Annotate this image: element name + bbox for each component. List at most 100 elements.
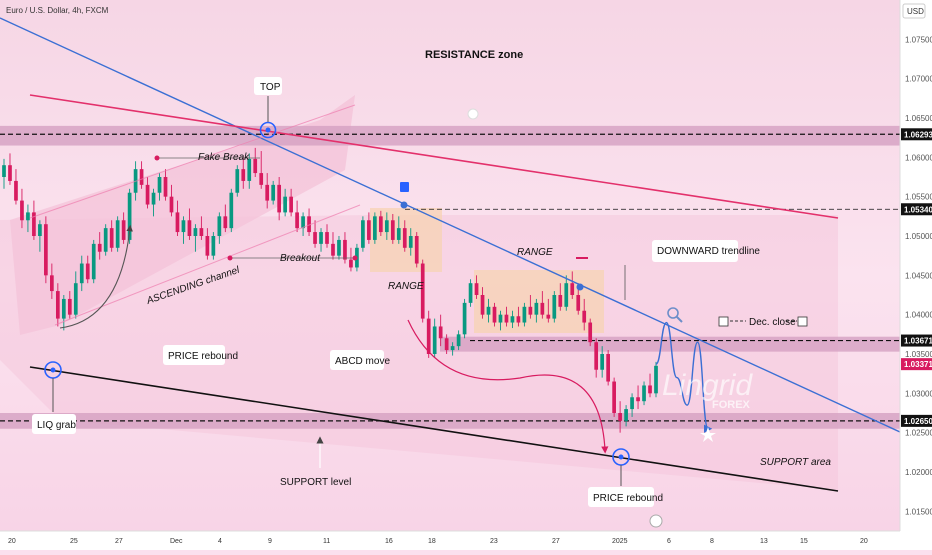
candle-body — [498, 314, 503, 323]
candle-body — [32, 212, 36, 236]
label-price-rebound-2-box — [588, 487, 654, 507]
candle-body — [373, 216, 377, 240]
price-axis[interactable]: 1.01500 1.02000 1.02500 1.03000 1.03500 1.040… — [905, 35, 932, 516]
x-tick-label: 8 — [710, 538, 714, 545]
candle-body — [648, 385, 652, 394]
breakout-dot-end — [352, 255, 358, 261]
candle-body — [253, 158, 258, 174]
currency-badge[interactable] — [902, 3, 926, 19]
label-downward-box — [652, 240, 738, 262]
candle-body — [145, 184, 150, 205]
candle-body — [20, 200, 24, 221]
candle-body — [109, 228, 114, 248]
candle-body — [402, 228, 407, 248]
candle-body — [331, 243, 335, 256]
abcd-curve-arrow — [407, 319, 609, 454]
candle-body — [277, 184, 282, 213]
y-tick-label: 1.07000 — [905, 75, 932, 84]
lightning-icon[interactable] — [649, 514, 663, 528]
candle-body — [8, 165, 12, 181]
candle-body — [157, 177, 162, 193]
x-tick-label: 4 — [218, 538, 222, 545]
top-marker-dot — [265, 127, 271, 133]
candle-body — [642, 385, 646, 402]
candle-body — [534, 302, 539, 315]
x-tick-label: 15 — [800, 538, 808, 545]
candle-body — [558, 295, 563, 307]
watermark-brand: Lingrid — [662, 369, 753, 402]
candle-body — [343, 239, 347, 260]
candle-body — [187, 220, 192, 236]
candle-body — [26, 212, 30, 221]
star-icon — [700, 427, 716, 442]
candle-body — [199, 228, 204, 236]
candle-body — [325, 232, 329, 244]
candle-body — [570, 283, 575, 295]
symbol-title[interactable]: Euro / U.S. Dollar, 4h, FXCM — [6, 6, 109, 15]
candle-body — [618, 413, 622, 421]
rebound-curve-arrow — [59, 224, 133, 329]
candle-body — [115, 220, 120, 248]
candle-body — [97, 243, 102, 252]
candle-body — [426, 318, 431, 354]
top-marker-circle — [259, 121, 277, 139]
resistance-trendline[interactable] — [29, 94, 839, 219]
candle-body — [612, 381, 616, 413]
candle-body — [438, 326, 443, 339]
candle-body — [504, 314, 509, 323]
candle-body — [420, 263, 425, 319]
y-tick-label: 1.06500 — [905, 114, 932, 123]
y-tick-label: 1.02000 — [905, 468, 932, 477]
resistance-zone-band — [0, 125, 900, 146]
candle-body — [307, 216, 311, 233]
candle-body — [606, 354, 611, 382]
dec-close-check-right — [797, 316, 808, 327]
candle-body — [516, 316, 521, 323]
candle-body — [44, 224, 48, 276]
candle-body — [301, 216, 305, 229]
candle-body — [61, 298, 66, 319]
candle-body — [295, 212, 299, 229]
y-tick-label: 1.04000 — [905, 311, 932, 320]
x-tick-label: 9 — [268, 538, 272, 545]
alert-icon[interactable] — [467, 108, 479, 120]
price-tag-box — [901, 128, 932, 141]
label-dec-close: Dec. close — [749, 317, 796, 328]
candle-body — [283, 196, 287, 213]
label-price-rebound-1: PRICE rebound — [168, 351, 238, 362]
flag-icon[interactable] — [400, 182, 409, 192]
candle-body — [349, 259, 353, 268]
candle-body — [38, 224, 42, 236]
candle-body — [492, 306, 497, 323]
candle-body — [384, 220, 389, 233]
candle-body — [163, 177, 168, 197]
price-tag-label: 1.03671 — [904, 337, 932, 346]
candle-body — [408, 236, 413, 248]
candle-body — [235, 169, 240, 193]
x-tick-label: 20 — [8, 538, 16, 545]
candles — [2, 147, 658, 433]
candle-body — [181, 220, 186, 233]
y-tick-label: 1.05000 — [905, 232, 932, 241]
price-tags: 1.06293 1.05340 1.03671 1.03371 1.02650 — [901, 128, 932, 427]
x-tick-label: 16 — [385, 538, 393, 545]
downward-trendline[interactable] — [0, 17, 901, 433]
range2-touch-dot — [576, 283, 584, 291]
candle-body — [390, 220, 395, 240]
time-axis[interactable]: 20 25 27 Dec 4 9 11 16 18 23 27 2025 6 8 13 15 20 — [8, 538, 868, 545]
y-tick-label: 1.02500 — [905, 429, 932, 438]
liq-grab-marker-dot — [50, 367, 56, 373]
candle-body — [564, 283, 569, 307]
candle-body — [468, 283, 473, 303]
candle-body — [205, 236, 210, 256]
x-tick-label: 25 — [70, 538, 78, 545]
candle-body — [456, 334, 461, 347]
label-price-rebound-1-box — [163, 345, 225, 365]
candle-body — [444, 338, 449, 351]
candle-body — [319, 232, 323, 244]
candle-body — [67, 298, 72, 315]
candle-body — [528, 306, 533, 315]
support-trendline[interactable] — [29, 366, 839, 492]
